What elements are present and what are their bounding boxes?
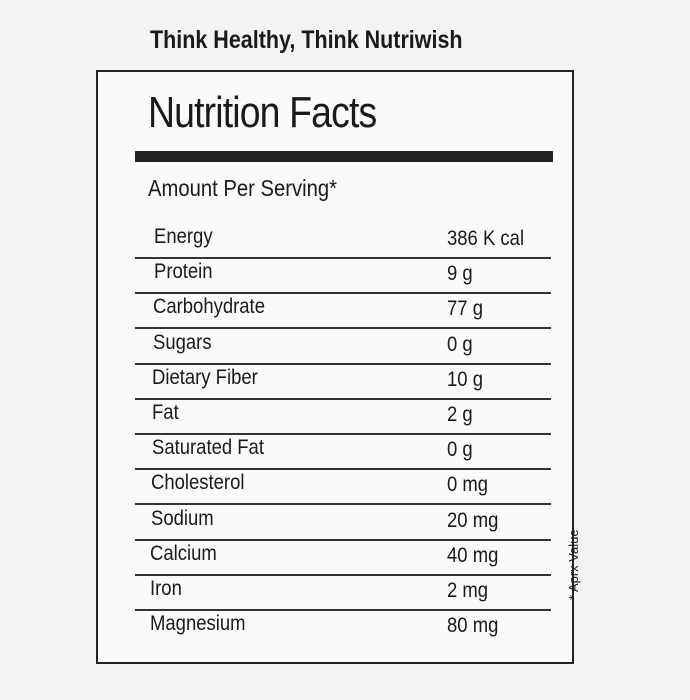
row-rule	[135, 257, 551, 259]
nutrient-name: Carbohydrate	[153, 295, 266, 319]
nutrient-name: Protein	[153, 260, 213, 284]
thick-rule	[135, 151, 553, 162]
nutrient-value: 0 g	[447, 332, 473, 356]
row-rule	[135, 433, 551, 435]
nutrient-value: 9 g	[447, 262, 473, 286]
row-rule	[135, 397, 551, 400]
row-rule	[135, 609, 551, 611]
nutrient-name: Fat	[152, 401, 179, 424]
nutrient-value: 2 g	[447, 403, 473, 426]
nutrient-value: 77 g	[447, 297, 483, 321]
row-rule	[135, 327, 551, 330]
label-title: Nutrition Facts	[148, 88, 377, 137]
nutrient-value: 10 g	[447, 367, 483, 391]
nutrient-value: 0 mg	[447, 473, 489, 497]
nutrient-name: Sugars	[152, 330, 212, 354]
nutrient-name: Dietary Fiber	[152, 365, 259, 389]
nutrient-name: Saturated Fat	[151, 436, 264, 460]
nutrient-name: Sodium	[150, 506, 214, 530]
nutrient-value: 386 K cal	[447, 227, 525, 250]
row-rule	[135, 503, 551, 506]
nutrient-name: Iron	[150, 577, 182, 600]
row-rule	[135, 538, 551, 541]
nutrient-name: Magnesium	[149, 612, 246, 636]
footnote: * Aprx Value	[566, 529, 581, 600]
nutrient-value: 80 mg	[447, 614, 499, 638]
nutrient-name: Energy	[154, 225, 213, 248]
row-rule	[135, 468, 551, 471]
row-rule	[135, 292, 551, 295]
serving-heading: Amount Per Serving*	[148, 175, 338, 201]
nutrient-name: Cholesterol	[151, 471, 245, 495]
row-rule	[135, 573, 551, 576]
nutrient-value: 40 mg	[447, 543, 499, 567]
nutrient-value: 2 mg	[447, 579, 489, 602]
nutrient-name: Calcium	[150, 541, 218, 565]
tagline: Think Healthy, Think Nutriwish	[150, 26, 463, 54]
nutrient-value: 20 mg	[447, 508, 499, 532]
nutrient-value: 0 g	[447, 438, 473, 462]
label-panel	[96, 70, 574, 664]
row-rule	[135, 362, 551, 365]
